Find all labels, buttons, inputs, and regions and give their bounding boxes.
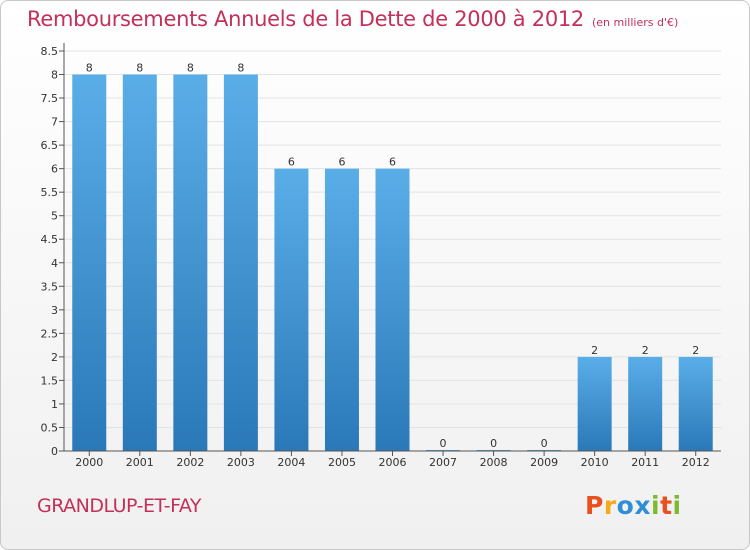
value-label: 0: [541, 437, 548, 450]
y-tick-label: 2: [51, 351, 58, 364]
y-tick-label: 5: [51, 210, 58, 223]
bar-2001: [122, 74, 157, 451]
x-tick-label: 2003: [227, 456, 255, 469]
value-label: 6: [338, 156, 345, 169]
y-tick-label: 3.5: [41, 280, 59, 293]
y-tick-label: 1.5: [41, 374, 59, 387]
value-label: 8: [86, 62, 93, 75]
x-tick-label: 2008: [480, 456, 508, 469]
bar-2000: [72, 74, 107, 451]
x-tick-label: 2012: [682, 456, 710, 469]
chart-subtitle: (en milliers d'€): [592, 16, 679, 29]
x-tick-label: 2011: [631, 456, 659, 469]
y-tick-label: 8.5: [41, 45, 59, 58]
axes: [59, 43, 721, 456]
y-tick-label: 0: [51, 445, 58, 458]
bar-2002: [173, 74, 208, 451]
x-tick-label: 2006: [379, 456, 407, 469]
y-tick-label: 4.5: [41, 233, 59, 246]
labels: 00.511.522.533.544.555.566.577.588.58200…: [41, 45, 710, 469]
logo-letter: t: [660, 491, 673, 520]
x-tick-label: 2009: [530, 456, 558, 469]
bar-2006: [375, 168, 410, 451]
bar-2003: [223, 74, 258, 451]
y-tick-label: 2.5: [41, 327, 59, 340]
value-label: 6: [389, 156, 396, 169]
y-tick-label: 3: [51, 304, 58, 317]
y-tick-label: 7.5: [41, 92, 59, 105]
x-tick-label: 2000: [75, 456, 103, 469]
y-tick-label: 1: [51, 398, 58, 411]
x-tick-label: 2007: [429, 456, 457, 469]
value-label: 8: [187, 62, 194, 75]
y-tick-label: 0.5: [41, 421, 59, 434]
y-tick-label: 5.5: [41, 186, 59, 199]
logo-letter: x: [634, 491, 651, 520]
y-tick-label: 4: [51, 257, 58, 270]
bar-2012: [678, 356, 713, 451]
proxiti-logo: Proxiti: [585, 491, 682, 520]
logo-letter: r: [603, 491, 617, 520]
value-label: 6: [288, 156, 295, 169]
logo-letter: P: [585, 491, 604, 520]
logo-letter: i: [672, 491, 682, 520]
value-label: 8: [136, 62, 143, 75]
y-tick-label: 7: [51, 116, 58, 129]
bar-2011: [628, 356, 663, 451]
x-tick-label: 2002: [176, 456, 204, 469]
x-tick-label: 2005: [328, 456, 356, 469]
value-label: 2: [642, 344, 649, 357]
bar-2010: [577, 356, 612, 451]
chart-header: Remboursements Annuels de la Dette de 20…: [27, 7, 678, 31]
y-tick-label: 6: [51, 163, 58, 176]
value-label: 8: [237, 62, 244, 75]
y-tick-label: 8: [51, 69, 58, 82]
bar-2005: [324, 168, 359, 451]
value-label: 0: [440, 437, 447, 450]
value-label: 2: [692, 344, 699, 357]
commune-name: GRANDLUP-ET-FAY: [37, 495, 201, 517]
value-label: 0: [490, 437, 497, 450]
chart-title: Remboursements Annuels de la Dette de 20…: [27, 7, 584, 31]
logo-letter: i: [651, 491, 661, 520]
bars: [72, 74, 713, 451]
logo-letter: o: [616, 491, 635, 520]
bar-2004: [274, 168, 309, 451]
value-label: 2: [591, 344, 598, 357]
y-tick-label: 6.5: [41, 139, 59, 152]
x-tick-label: 2004: [277, 456, 305, 469]
x-tick-label: 2001: [126, 456, 154, 469]
x-tick-label: 2010: [581, 456, 609, 469]
